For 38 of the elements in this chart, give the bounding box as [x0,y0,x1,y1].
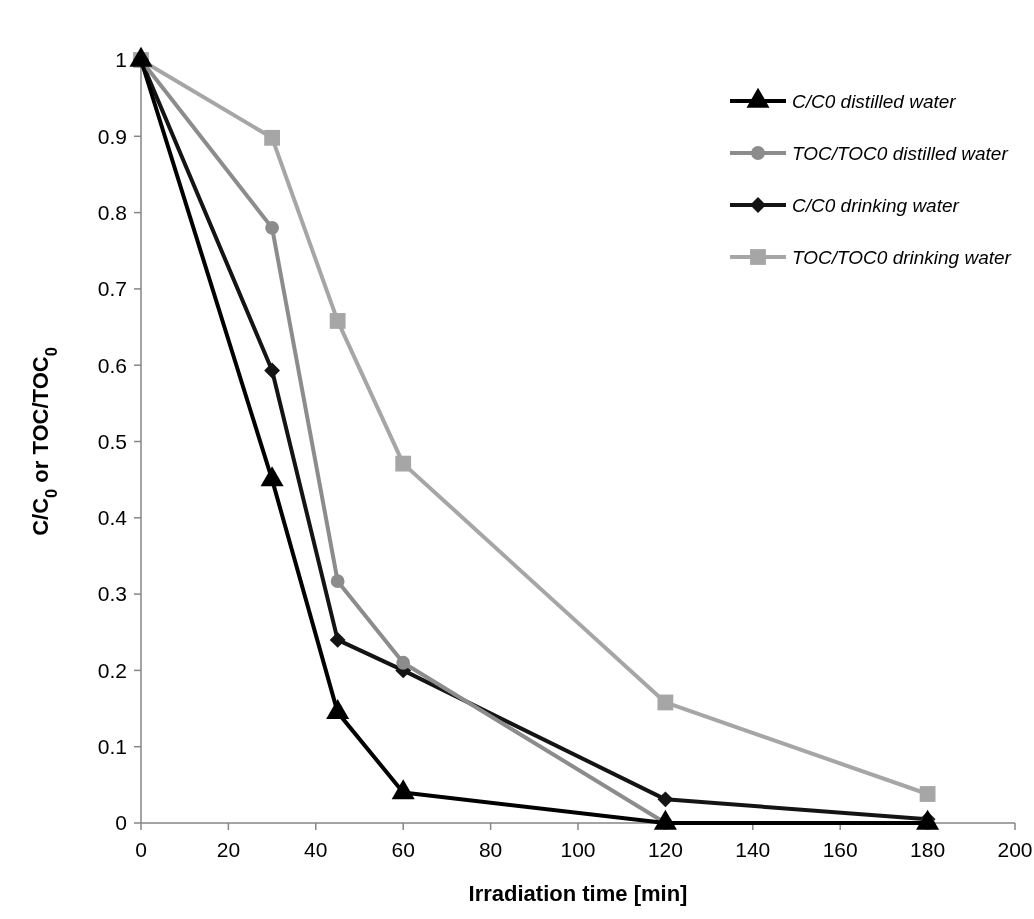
y-tick-label: 0.7 [97,277,127,301]
y-tick-label: 0.6 [97,353,127,377]
point [265,220,280,235]
y-tick-label: 1 [115,48,127,72]
point [264,129,281,146]
y-tick-label: 0.3 [97,582,127,606]
y-tick-label: 0.5 [97,429,127,453]
x-axis-title: Irradiation time [min] [468,881,688,906]
y-tick-label: 0.8 [97,200,127,224]
point [657,791,674,808]
point [329,313,346,329]
point [264,362,281,379]
point [919,786,936,802]
x-tick-label: 180 [910,838,946,861]
x-tick-label: 120 [647,838,683,861]
legend-label: C/C0 distilled water [792,90,957,112]
x-tick-label: 100 [560,838,596,861]
point [395,455,412,472]
x-tick-label: 40 [304,838,328,861]
legend-label: TOC/TOC0 drinking water [792,246,1012,268]
x-tick-label: 80 [478,838,503,861]
y-tick-label: 0 [115,811,127,835]
point [657,694,674,711]
y-tick-label: 0.4 [97,506,128,530]
x-tick-label: 140 [735,838,771,861]
y-tick-label: 0.9 [97,124,127,148]
point [329,631,346,648]
point [330,574,345,589]
point [396,655,411,670]
x-tick-label: 20 [216,838,241,861]
legend-label: TOC/TOC0 distilled water [792,142,1009,164]
y-tick-label: 0.1 [97,735,127,759]
y-tick-label: 0.2 [97,658,127,682]
x-tick-label: 60 [391,838,415,861]
x-tick-label: 160 [822,838,858,861]
x-tick-label: 200 [997,838,1033,861]
x-tick-label: 0 [135,838,147,861]
legend-label: C/C0 drinking water [792,194,960,216]
